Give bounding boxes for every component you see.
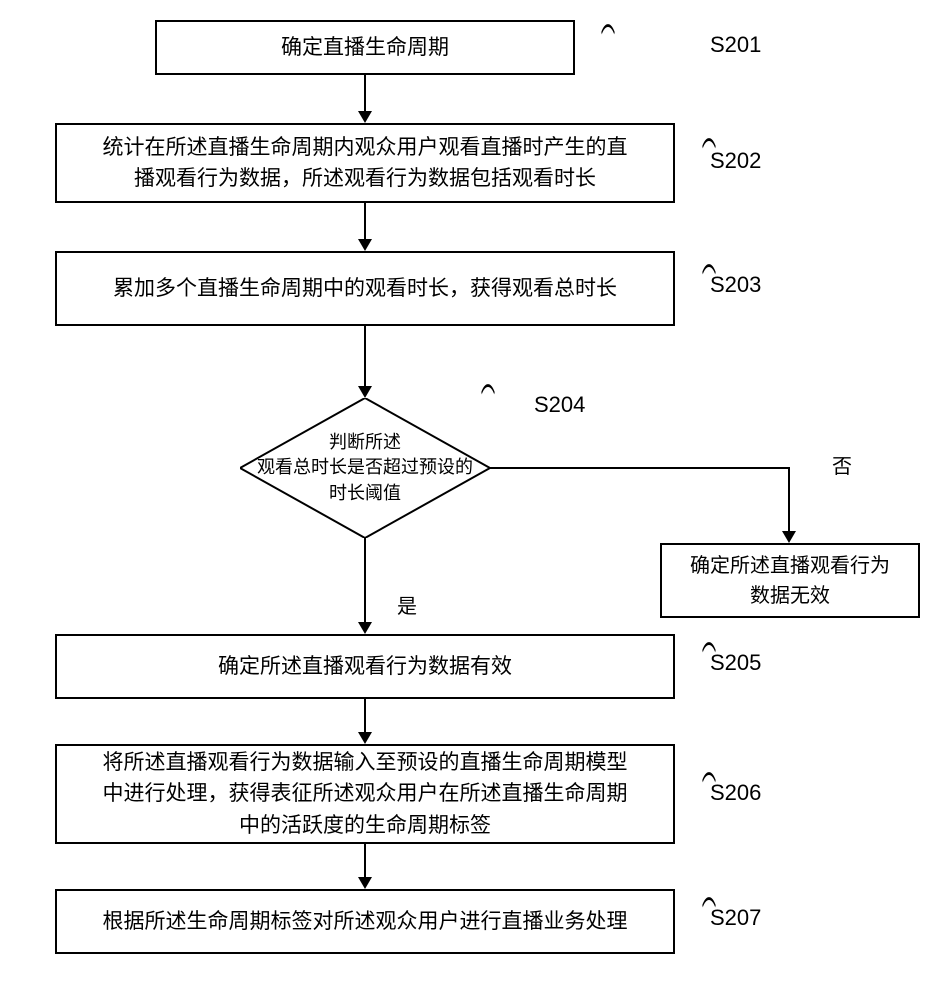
arrow-head-icon <box>782 531 796 543</box>
node-text: 判断所述 观看总时长是否超过预设的 时长阈值 <box>257 430 473 506</box>
arrow-head-icon <box>358 622 372 634</box>
arrow-head-icon <box>358 877 372 889</box>
arrow-head-icon <box>358 386 372 398</box>
label-s206: S206 <box>710 780 761 806</box>
node-s203: 累加多个直播生命周期中的观看时长，获得观看总时长 <box>55 251 675 326</box>
node-text: 统计在所述直播生命周期内观众用户观看直播时产生的直 播观看行为数据，所述观看行为… <box>103 132 628 195</box>
node-s204-decision: 判断所述 观看总时长是否超过预设的 时长阈值 <box>240 398 490 538</box>
flowchart-container: 确定直播生命周期 ⌒ S201 统计在所述直播生命周期内观众用户观看直播时产生的… <box>0 0 947 1000</box>
edge <box>364 326 366 388</box>
node-text: 确定直播生命周期 <box>281 32 449 64</box>
node-text: 确定所述直播观看行为 数据无效 <box>690 551 890 611</box>
node-s205: 确定所述直播观看行为数据有效 <box>55 634 675 699</box>
node-s202: 统计在所述直播生命周期内观众用户观看直播时产生的直 播观看行为数据，所述观看行为… <box>55 123 675 203</box>
label-s204: S204 <box>534 392 585 418</box>
node-s204-no: 确定所述直播观看行为 数据无效 <box>660 543 920 618</box>
node-text: 确定所述直播观看行为数据有效 <box>218 651 512 683</box>
node-text: 累加多个直播生命周期中的观看时长，获得观看总时长 <box>113 273 617 305</box>
edge <box>364 203 366 241</box>
edge-label-yes: 是 <box>395 590 419 619</box>
node-s206: 将所述直播观看行为数据输入至预设的直播生命周期模型 中进行处理，获得表征所述观众… <box>55 744 675 844</box>
edge-yes <box>364 538 366 624</box>
edge <box>364 75 366 113</box>
brace-icon: ⌒ <box>601 14 615 70</box>
arrow-head-icon <box>358 111 372 123</box>
node-text: 根据所述生命周期标签对所述观众用户进行直播业务处理 <box>103 906 628 938</box>
label-s201: S201 <box>710 32 761 58</box>
arrow-head-icon <box>358 732 372 744</box>
edge-no <box>490 467 790 469</box>
edge-label-no: 否 <box>830 450 854 479</box>
node-s207: 根据所述生命周期标签对所述观众用户进行直播业务处理 <box>55 889 675 954</box>
edge-no <box>788 467 790 533</box>
label-s202: S202 <box>710 148 761 174</box>
node-s201: 确定直播生命周期 <box>155 20 575 75</box>
label-s205: S205 <box>710 650 761 676</box>
node-text: 将所述直播观看行为数据输入至预设的直播生命周期模型 中进行处理，获得表征所述观众… <box>103 747 628 842</box>
edge <box>364 699 366 734</box>
label-s203: S203 <box>710 272 761 298</box>
edge <box>364 844 366 879</box>
arrow-head-icon <box>358 239 372 251</box>
label-s207: S207 <box>710 905 761 931</box>
